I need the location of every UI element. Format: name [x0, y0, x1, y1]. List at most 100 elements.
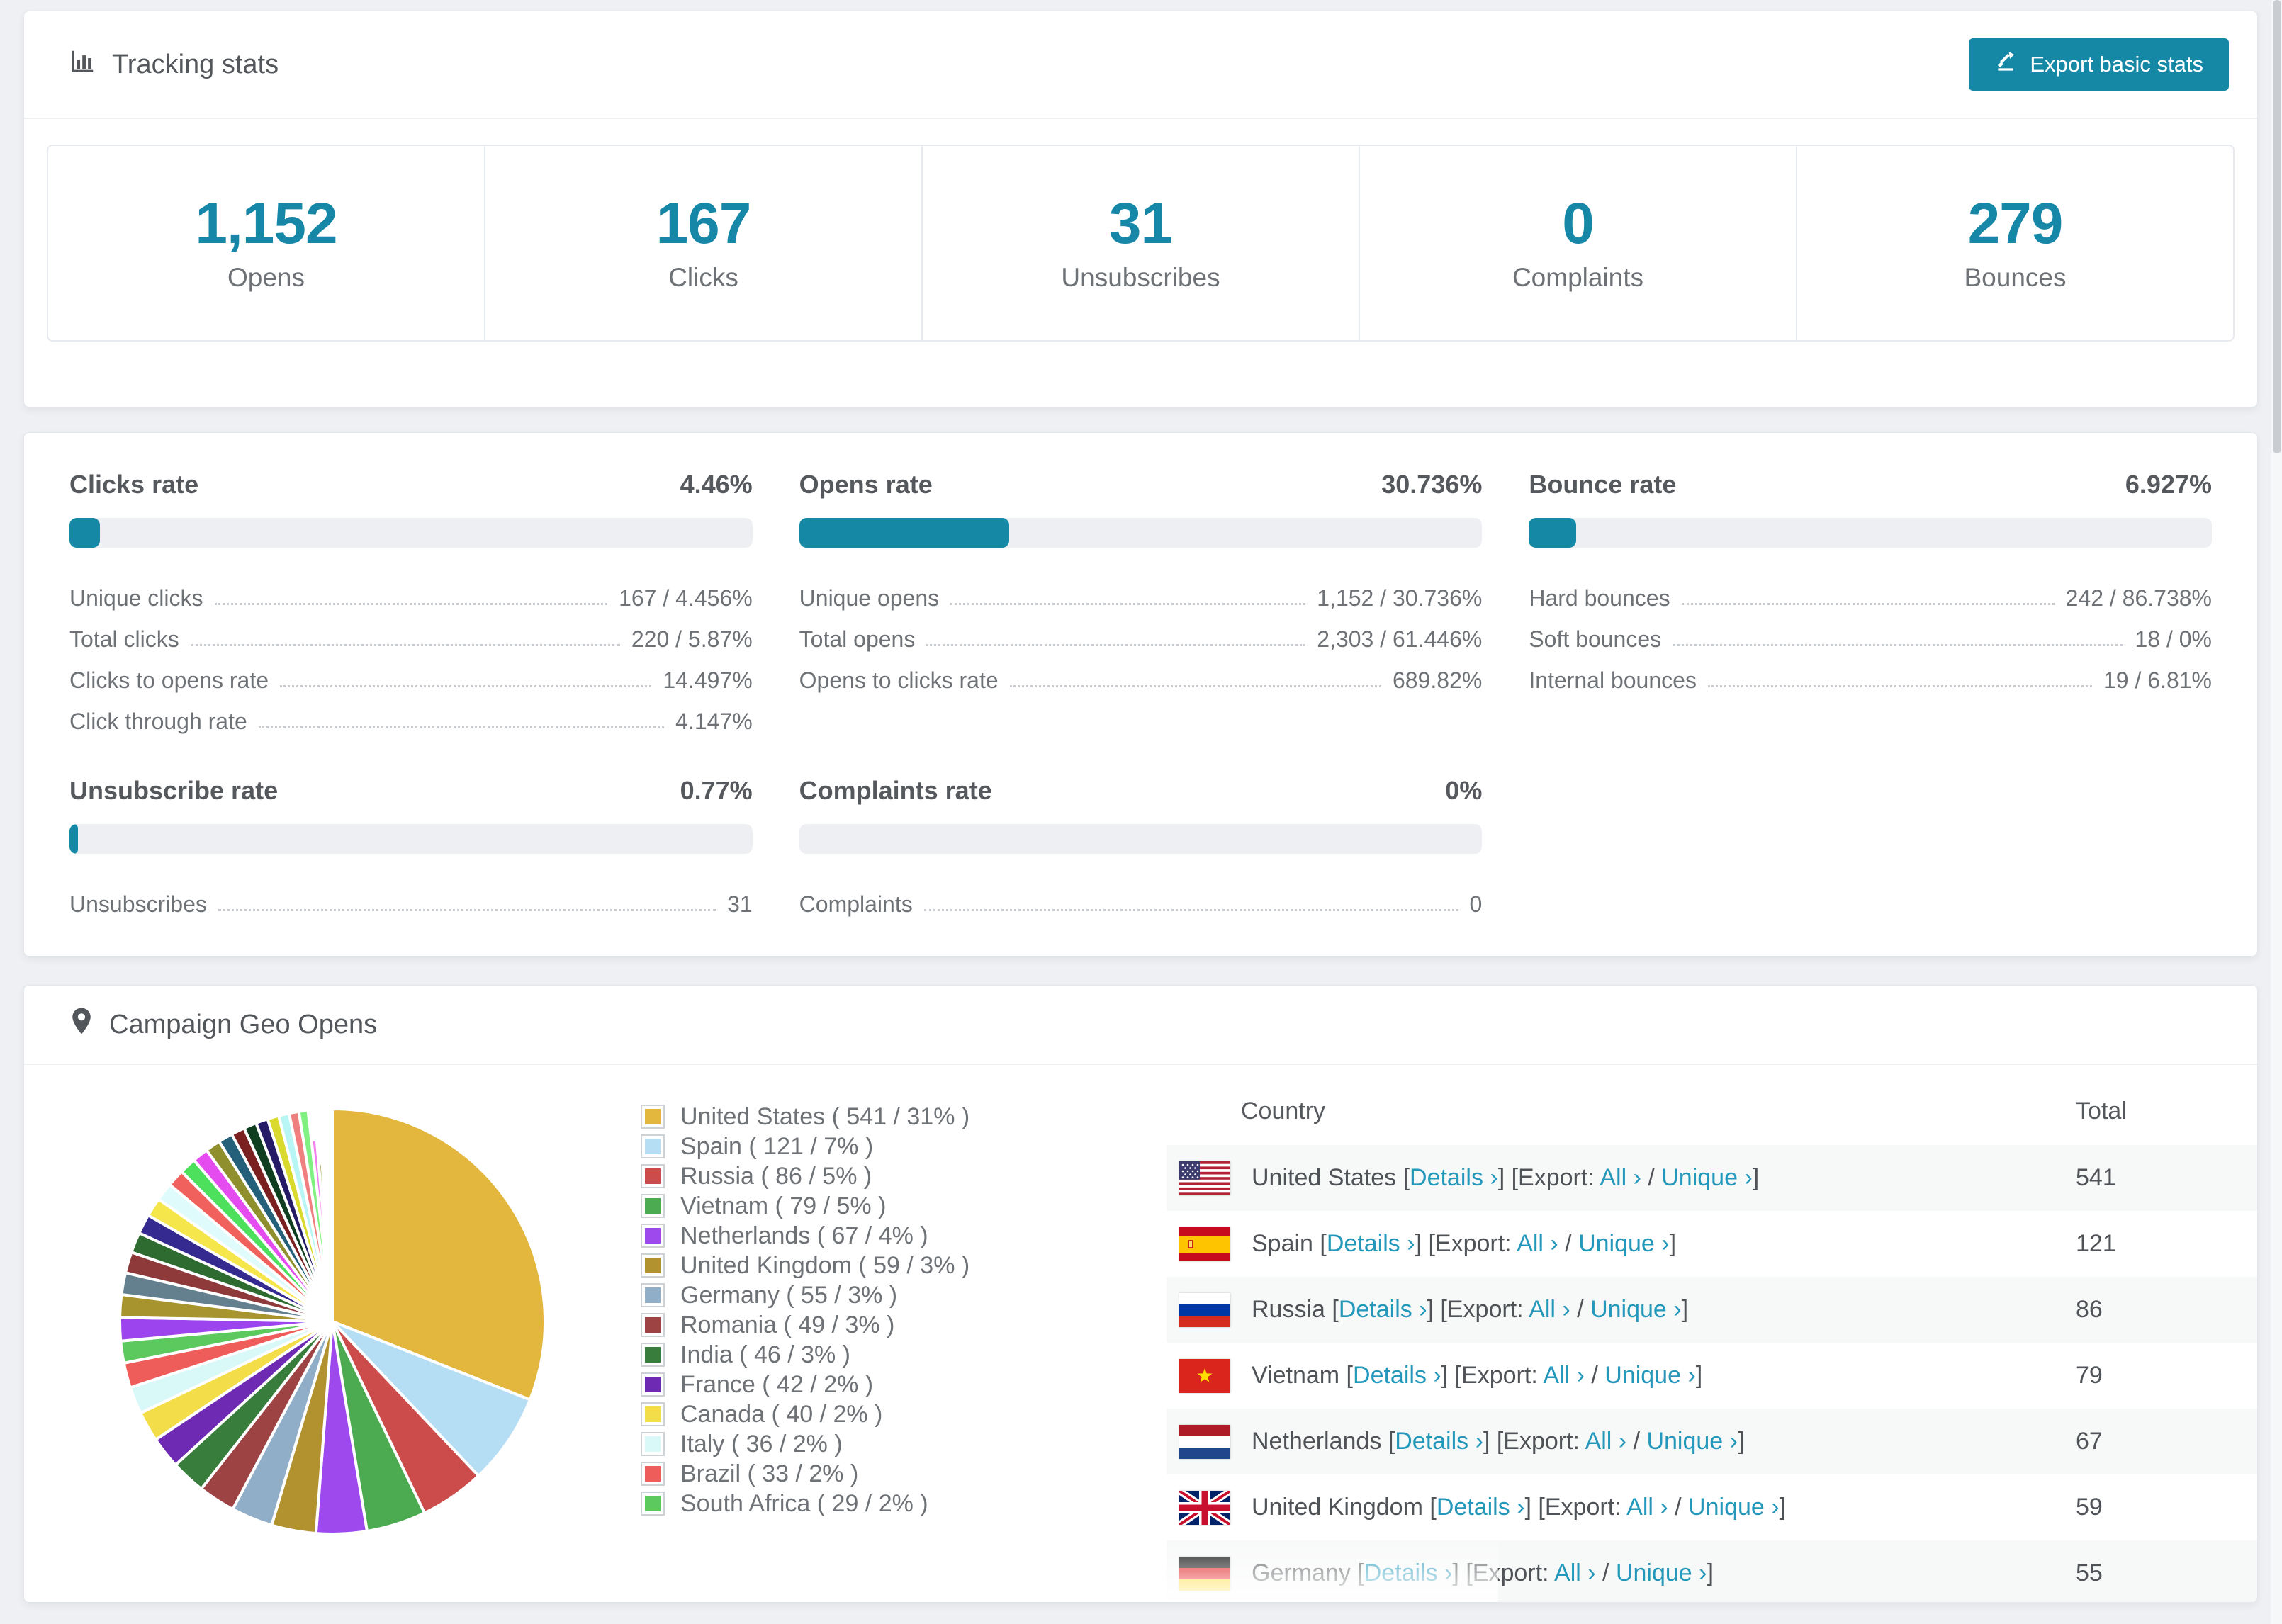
legend-item[interactable]: Germany ( 55 / 3% ): [641, 1280, 1137, 1310]
legend-label: Romania ( 49 / 3% ): [680, 1311, 895, 1338]
legend-item[interactable]: Netherlands ( 67 / 4% ): [641, 1221, 1137, 1251]
rate-row-value: 0: [1469, 891, 1483, 917]
geo-table-header: Country Total: [1167, 1078, 2257, 1145]
export-unique-link[interactable]: Unique ›: [1615, 1560, 1707, 1586]
rate-block-opens-rate: Opens rate 30.736% Unique opens 1,152 / 30.…: [799, 470, 1483, 735]
rate-title: Unsubscribe rate: [69, 776, 279, 805]
country-links: Netherlands [Details ›] [Export: All › /…: [1252, 1428, 1744, 1455]
link-separator: ] [Export:: [1524, 1494, 1627, 1521]
rate-row: Total clicks 220 / 5.87%: [69, 611, 753, 653]
stat-cell: 31 Unsubscribes: [923, 146, 1360, 340]
rate-row-value: 14.497%: [663, 667, 753, 693]
link-separator: Russia [: [1252, 1296, 1339, 1323]
details-link[interactable]: Details ›: [1410, 1164, 1498, 1191]
legend-swatch: [641, 1462, 665, 1486]
dotted-leader: [218, 909, 716, 911]
scrollbar-thumb[interactable]: [2273, 0, 2281, 453]
country-links: Russia [Details ›] [Export: All › / Uniq…: [1252, 1296, 1688, 1324]
rate-rows: Unsubscribes 31: [69, 876, 753, 918]
geo-table-row: Netherlands [Details ›] [Export: All › /…: [1167, 1409, 2257, 1474]
rate-row: Opens to clicks rate 689.82%: [799, 653, 1483, 694]
rate-block-complaints-rate: Complaints rate 0% Complaints 0: [799, 776, 1483, 918]
legend-label: France ( 42 / 2% ): [680, 1370, 874, 1398]
rate-row-value: 1,152 / 30.736%: [1317, 585, 1483, 611]
pie-slice-united-states[interactable]: [331, 1107, 546, 1402]
legend-item[interactable]: Italy ( 36 / 2% ): [641, 1429, 1137, 1459]
legend-item[interactable]: Canada ( 40 / 2% ): [641, 1399, 1137, 1429]
export-all-link[interactable]: All ›: [1626, 1494, 1668, 1521]
export-unique-link[interactable]: Unique ›: [1661, 1164, 1753, 1191]
stat-cell: 167 Clicks: [485, 146, 923, 340]
export-unique-link[interactable]: Unique ›: [1688, 1494, 1780, 1521]
rate-row: Internal bounces 19 / 6.81%: [1529, 653, 2212, 694]
rate-head: Unsubscribe rate 0.77%: [69, 776, 753, 806]
legend-item[interactable]: United Kingdom ( 59 / 3% ): [641, 1251, 1137, 1280]
rate-rows: Unique clicks 167 / 4.456% Total clicks 220…: [69, 570, 753, 735]
link-separator: /: [1570, 1296, 1591, 1323]
legend-item[interactable]: France ( 42 / 2% ): [641, 1370, 1137, 1399]
flag-ru-icon: [1179, 1292, 1230, 1327]
link-separator: ]: [1681, 1296, 1689, 1323]
link-separator: United Kingdom [: [1252, 1494, 1437, 1521]
rate-row-value: 689.82%: [1393, 667, 1483, 693]
dotted-leader: [258, 726, 665, 728]
rate-row-value: 18 / 0%: [2135, 626, 2212, 652]
export-all-link[interactable]: All ›: [1529, 1296, 1570, 1323]
geo-table-row: United Kingdom [Details ›] [Export: All …: [1167, 1474, 2257, 1540]
rate-row-label: Unique clicks: [69, 585, 203, 611]
progress-bar-fill: [69, 518, 100, 548]
rate-row: Total opens 2,303 / 61.446%: [799, 611, 1483, 653]
details-link[interactable]: Details ›: [1338, 1296, 1427, 1323]
rate-row-value: 220 / 5.87%: [631, 626, 753, 652]
legend-item[interactable]: Spain ( 121 / 7% ): [641, 1132, 1137, 1161]
country-cell: Vietnam [Details ›] [Export: All › / Uni…: [1167, 1358, 2076, 1393]
tracking-stats-header: Tracking stats Export basic stats: [24, 11, 2257, 118]
legend-item[interactable]: Brazil ( 33 / 2% ): [641, 1459, 1137, 1489]
link-separator: /: [1595, 1560, 1616, 1586]
export-all-link[interactable]: All ›: [1543, 1362, 1585, 1389]
legend-item[interactable]: United States ( 541 / 31% ): [641, 1102, 1137, 1132]
pie-slice-spain[interactable]: [331, 1320, 532, 1477]
export-unique-link[interactable]: Unique ›: [1604, 1362, 1696, 1389]
legend-label: South Africa ( 29 / 2% ): [680, 1489, 928, 1517]
legend-swatch: [641, 1402, 665, 1426]
geo-content: United States ( 541 / 31% ) Spain ( 121 /…: [24, 1065, 2257, 1602]
export-basic-stats-button[interactable]: Export basic stats: [1969, 38, 2229, 91]
legend-swatch: [641, 1313, 665, 1337]
rate-row-label: Total opens: [799, 626, 916, 652]
tracking-stats-title: Tracking stats: [69, 47, 279, 81]
link-separator: ]: [1707, 1560, 1714, 1586]
export-all-link[interactable]: All ›: [1554, 1560, 1596, 1586]
export-all-link[interactable]: All ›: [1517, 1230, 1558, 1257]
legend-item[interactable]: Vietnam ( 79 / 5% ): [641, 1191, 1137, 1221]
details-link[interactable]: Details ›: [1326, 1230, 1415, 1257]
link-separator: Vietnam [: [1252, 1362, 1354, 1389]
export-all-link[interactable]: All ›: [1600, 1164, 1641, 1191]
export-all-link[interactable]: All ›: [1585, 1428, 1627, 1455]
link-separator: ] [Export:: [1427, 1296, 1529, 1323]
rate-value: 30.736%: [1381, 470, 1483, 499]
export-unique-link[interactable]: Unique ›: [1590, 1296, 1682, 1323]
rate-rows: Unique opens 1,152 / 30.736% Total opens 2,…: [799, 570, 1483, 694]
link-separator: ]: [1669, 1230, 1677, 1257]
total-cell: 121: [2076, 1230, 2116, 1257]
dotted-leader: [950, 603, 1306, 605]
export-unique-link[interactable]: Unique ›: [1578, 1230, 1670, 1257]
pie-slice-other[interactable]: [297, 1108, 334, 1323]
divider: [24, 118, 2257, 119]
rate-head: Bounce rate 6.927%: [1529, 470, 2212, 500]
legend-item[interactable]: South Africa ( 29 / 2% ): [641, 1489, 1137, 1518]
legend-item[interactable]: India ( 46 / 3% ): [641, 1340, 1137, 1370]
legend-swatch: [641, 1343, 665, 1367]
rate-title: Bounce rate: [1529, 470, 1677, 499]
details-link[interactable]: Details ›: [1395, 1428, 1483, 1455]
dotted-leader: [214, 603, 608, 605]
scrollbar-track[interactable]: [2271, 0, 2282, 1624]
details-link[interactable]: Details ›: [1353, 1362, 1441, 1389]
details-link[interactable]: Details ›: [1436, 1494, 1525, 1521]
legend-item[interactable]: Russia ( 86 / 5% ): [641, 1161, 1137, 1191]
progress-bar-fill: [69, 824, 78, 854]
legend-item[interactable]: Romania ( 49 / 3% ): [641, 1310, 1137, 1340]
dotted-leader: [1009, 685, 1381, 687]
export-unique-link[interactable]: Unique ›: [1646, 1428, 1738, 1455]
